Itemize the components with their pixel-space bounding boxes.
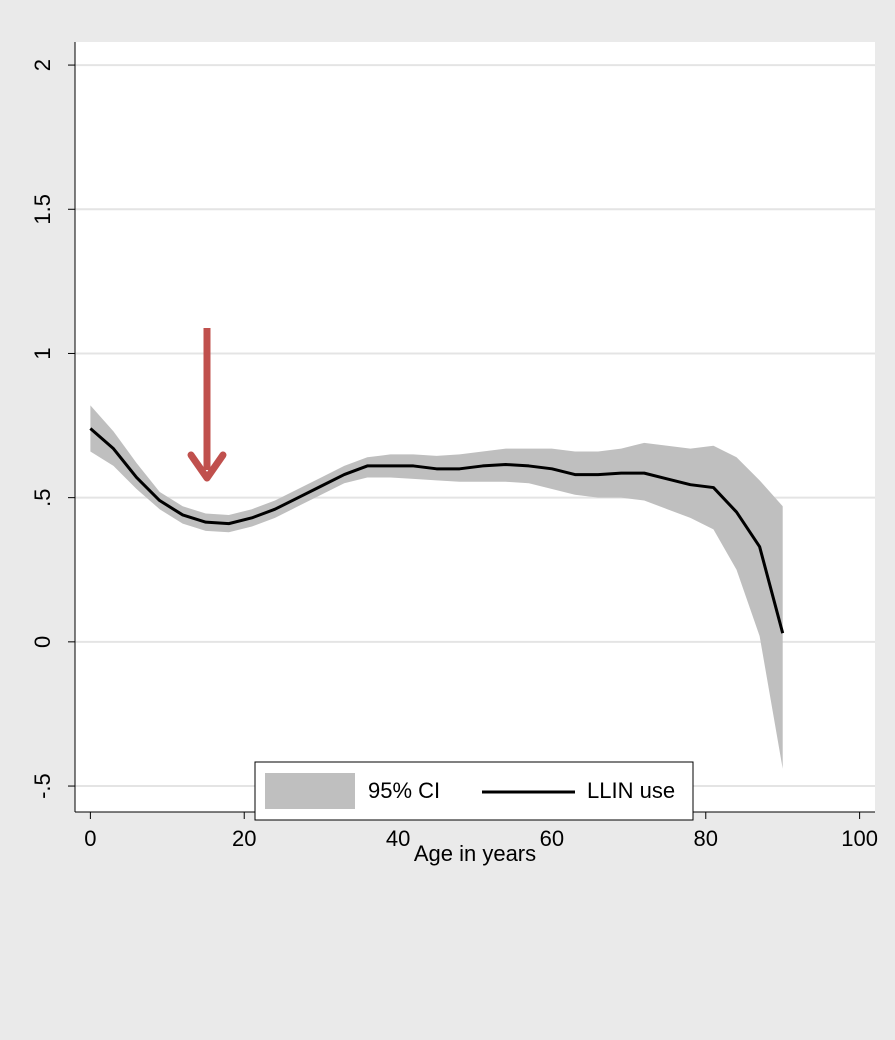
legend-label: LLIN use [587, 778, 675, 803]
ci-band [90, 405, 783, 769]
y-tick-label: -.5 [30, 773, 55, 799]
y-tick-label: 2 [30, 59, 55, 71]
x-tick-label: 40 [386, 826, 410, 851]
legend-swatch [265, 773, 355, 809]
legend: 95% CI LLIN use [254, 761, 694, 821]
x-tick-label: 80 [694, 826, 718, 851]
arrow-head [187, 451, 227, 482]
y-tick-label: 0 [30, 636, 55, 648]
marks [89, 405, 785, 769]
x-axis-label: Age in years [414, 841, 536, 866]
x-tick-label: 60 [540, 826, 564, 851]
plot-area [75, 42, 875, 812]
line [89, 427, 785, 634]
axes: -.50.511.520 20 40 60 80 100 [30, 59, 878, 851]
y-tick-label: .5 [30, 488, 55, 506]
y-tick-label: 1 [30, 347, 55, 359]
x-tick-label: 20 [232, 826, 256, 851]
x-tick-label: 100 [841, 826, 878, 851]
y-tick-label: 1.5 [30, 194, 55, 225]
legend-label: 95% CI [368, 778, 440, 803]
x-tick-label: 0 [84, 826, 96, 851]
annotation-arrow [187, 328, 227, 482]
